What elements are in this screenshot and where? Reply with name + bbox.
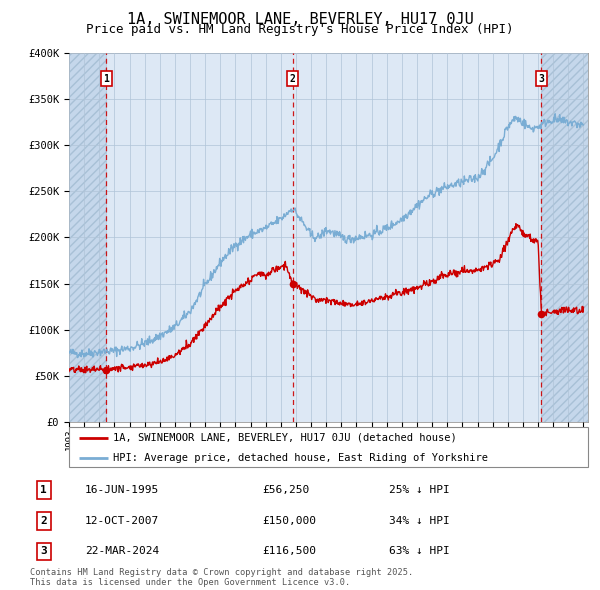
Text: Contains HM Land Registry data © Crown copyright and database right 2025.
This d: Contains HM Land Registry data © Crown c… <box>30 568 413 587</box>
Text: 2: 2 <box>40 516 47 526</box>
Text: 25% ↓ HPI: 25% ↓ HPI <box>389 485 449 495</box>
Text: 63% ↓ HPI: 63% ↓ HPI <box>389 546 449 556</box>
Text: 2: 2 <box>290 74 296 84</box>
Text: 12-OCT-2007: 12-OCT-2007 <box>85 516 160 526</box>
Text: 3: 3 <box>40 546 47 556</box>
Bar <box>541 53 588 422</box>
Text: £116,500: £116,500 <box>262 546 316 556</box>
Text: 34% ↓ HPI: 34% ↓ HPI <box>389 516 449 526</box>
Text: Price paid vs. HM Land Registry's House Price Index (HPI): Price paid vs. HM Land Registry's House … <box>86 23 514 36</box>
Text: £56,250: £56,250 <box>262 485 309 495</box>
Text: £150,000: £150,000 <box>262 516 316 526</box>
Text: 16-JUN-1995: 16-JUN-1995 <box>85 485 160 495</box>
Text: HPI: Average price, detached house, East Riding of Yorkshire: HPI: Average price, detached house, East… <box>113 453 488 463</box>
Text: 22-MAR-2024: 22-MAR-2024 <box>85 546 160 556</box>
Text: 1: 1 <box>40 485 47 495</box>
Bar <box>69 53 106 422</box>
Text: 1A, SWINEMOOR LANE, BEVERLEY, HU17 0JU: 1A, SWINEMOOR LANE, BEVERLEY, HU17 0JU <box>127 12 473 27</box>
Text: 1A, SWINEMOOR LANE, BEVERLEY, HU17 0JU (detached house): 1A, SWINEMOOR LANE, BEVERLEY, HU17 0JU (… <box>113 433 457 443</box>
Text: 1: 1 <box>103 74 109 84</box>
Text: 3: 3 <box>538 74 544 84</box>
